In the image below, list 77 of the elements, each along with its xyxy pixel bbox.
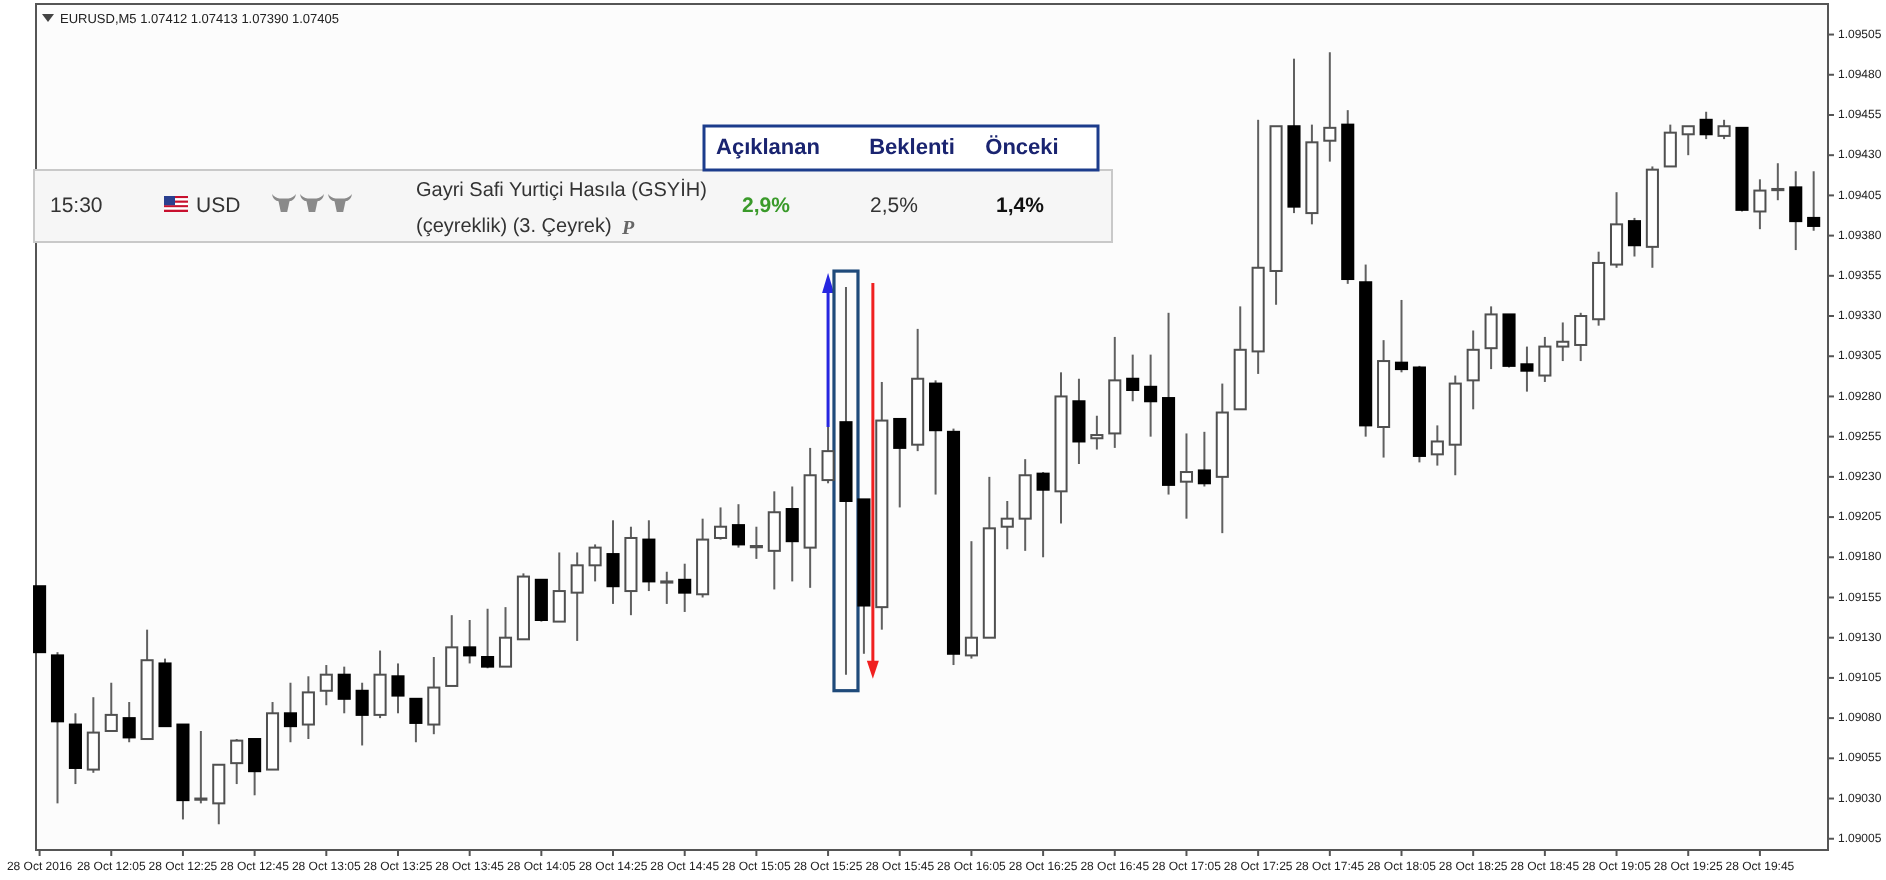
- candlestick: [104, 681, 118, 732]
- candlestick: [86, 696, 100, 774]
- candlestick: [1609, 191, 1624, 269]
- candlestick: [445, 614, 459, 687]
- candlestick: [534, 578, 548, 623]
- candlestick: [570, 551, 584, 642]
- candlestick: [1430, 424, 1444, 467]
- candlestick: [1394, 298, 1409, 374]
- candlestick: [1466, 329, 1480, 411]
- candlestick: [498, 606, 513, 668]
- candlestick: [1036, 471, 1050, 559]
- candlestick: [1179, 432, 1194, 520]
- candlestick: [1538, 335, 1552, 383]
- annotation: Beklenti: [869, 136, 955, 160]
- annotation: Açıklanan: [716, 136, 821, 160]
- candlestick: [1717, 118, 1731, 141]
- candlestick: [1789, 170, 1803, 252]
- candlestick: [391, 662, 405, 715]
- candlestick: [373, 649, 387, 720]
- annotation: 1,4%: [996, 194, 1046, 218]
- annotation: Önceki: [985, 134, 1059, 160]
- candlestick: [283, 681, 298, 744]
- candlestick: [588, 543, 602, 583]
- candlestick: [230, 738, 244, 786]
- candlestick: [1197, 430, 1211, 488]
- candlestick: [409, 697, 423, 744]
- candlestick: [481, 607, 495, 670]
- candlestick: [1574, 311, 1588, 363]
- candlestick: [893, 417, 907, 509]
- candlestick: [767, 490, 781, 591]
- candlestick: [1663, 123, 1677, 168]
- annotation: (çeyreklik) (3. Çeyrek): [416, 216, 612, 238]
- candlestick: [678, 562, 692, 613]
- candlestick: [964, 540, 978, 660]
- candlestick: [1627, 216, 1642, 258]
- candlestick: [1771, 162, 1785, 202]
- annotation: 15:30: [50, 194, 103, 218]
- candlestick: [1556, 321, 1570, 363]
- candlestick: [1807, 170, 1821, 232]
- candlestick: [68, 712, 82, 786]
- candlestick: [749, 525, 763, 560]
- candlestick: [1090, 414, 1104, 451]
- candlestick: [1000, 499, 1014, 551]
- candlestick: [606, 519, 620, 605]
- candlestick: [248, 738, 262, 797]
- candlestick: [785, 485, 799, 583]
- candlestick: [660, 570, 674, 605]
- annotation: 2,5%: [870, 194, 918, 218]
- candlestick: [1681, 125, 1695, 157]
- candlestick: [642, 519, 656, 593]
- candlestick: [1323, 51, 1337, 163]
- candlestick: [427, 656, 441, 736]
- candlestick: [713, 506, 728, 541]
- candlestick: [122, 701, 136, 744]
- candlestick: [1484, 305, 1498, 371]
- candlestick: [319, 664, 333, 707]
- candlestick: [1144, 353, 1158, 438]
- candlestick: [337, 665, 351, 715]
- candlestick: [929, 379, 943, 496]
- candlestick: [355, 681, 369, 747]
- candlestick: [1753, 178, 1767, 231]
- annotation: Gayri Safi Yurtiçi Hasıla (GSYİH): [416, 178, 707, 202]
- candlestick: [463, 619, 477, 665]
- annotation: 2,9%: [742, 194, 792, 218]
- candlestick: [1520, 345, 1534, 393]
- candlestick: [1699, 110, 1713, 141]
- candlestick: [731, 503, 746, 549]
- annotation: P: [622, 218, 636, 240]
- candlestick: [552, 551, 566, 623]
- candlestick: [1126, 353, 1140, 403]
- annotation: USD: [196, 194, 242, 218]
- candlestick: [1018, 458, 1032, 552]
- candlestick: [821, 426, 835, 485]
- candlestick: [301, 675, 315, 741]
- candlestick: [194, 729, 208, 805]
- candlestick: [212, 763, 226, 826]
- candlestick: [1072, 377, 1086, 465]
